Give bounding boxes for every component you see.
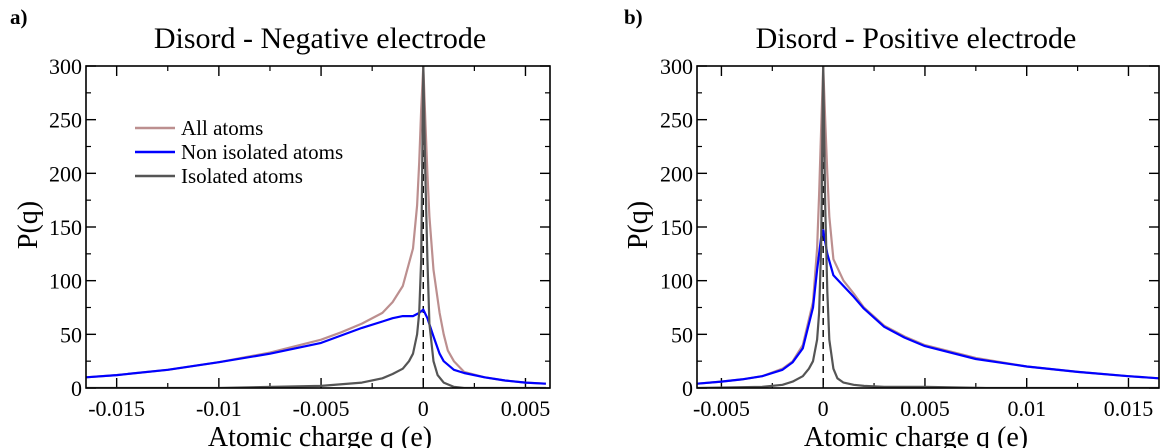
x-axis-label-a: Atomic charge q (e) bbox=[208, 422, 432, 448]
x-tick-label: 0 bbox=[818, 396, 829, 421]
y-tick-label: 250 bbox=[49, 108, 82, 133]
plot-frame-a bbox=[85, 65, 551, 389]
x-tick-label: 0.005 bbox=[501, 396, 551, 421]
y-tick-label: 0 bbox=[682, 376, 693, 401]
series-line-isolated-atoms-b bbox=[697, 66, 1159, 388]
plot-lines-a bbox=[86, 66, 546, 388]
x-axis-label-b: Atomic charge q (e) bbox=[804, 422, 1028, 448]
x-tick-label: 0.015 bbox=[1104, 396, 1154, 421]
x-tick-label: -0.005 bbox=[693, 396, 750, 421]
ticks-a: -0.015 -0.01 -0.005 0 0.005 0 50 100 150 200 250 30… bbox=[49, 54, 550, 421]
legend-entry: Non isolated atoms bbox=[181, 140, 343, 164]
y-tick-label: 250 bbox=[660, 108, 693, 133]
y-tick-label: 300 bbox=[49, 54, 82, 79]
chart-title-a: Disord - Negative electrode bbox=[154, 22, 486, 55]
x-tick-label: 0.01 bbox=[1007, 396, 1046, 421]
x-tick-label: -0.015 bbox=[88, 396, 145, 421]
x-tick-label: 0.005 bbox=[900, 396, 950, 421]
x-tick-label: -0.01 bbox=[196, 396, 242, 421]
series-line-all-atoms-b bbox=[697, 66, 1159, 385]
series-line-non-isolated-atoms-a bbox=[86, 308, 546, 385]
x-tick-label: -0.005 bbox=[293, 396, 350, 421]
y-axis-label-a: P(q) bbox=[13, 201, 44, 249]
x-tick-label: 0 bbox=[418, 396, 429, 421]
series-line-non-isolated-atoms-b bbox=[697, 229, 1159, 385]
plot-lines-b bbox=[697, 66, 1159, 388]
panel-a: a) Disord - Negative electrode P(q) Atom… bbox=[10, 5, 551, 448]
y-tick-label: 300 bbox=[660, 54, 693, 79]
y-tick-label: 200 bbox=[49, 161, 82, 186]
y-tick-label: 50 bbox=[671, 322, 693, 347]
y-tick-label: 100 bbox=[660, 269, 693, 294]
panel-b: b) Disord - Positive electrode P(q) Atom… bbox=[623, 5, 1160, 448]
legend-entry: All atoms bbox=[181, 116, 263, 140]
y-tick-label: 100 bbox=[49, 269, 82, 294]
y-tick-label: 200 bbox=[660, 161, 693, 186]
plot-frame-b bbox=[696, 65, 1160, 389]
series-line-isolated-atoms-a bbox=[86, 66, 546, 388]
y-tick-label: 0 bbox=[71, 376, 82, 401]
series-line-all-atoms-a bbox=[86, 66, 546, 385]
legend-entry: Isolated atoms bbox=[181, 164, 303, 188]
panel-label-a: a) bbox=[10, 5, 28, 29]
y-tick-label: 150 bbox=[49, 215, 82, 240]
y-tick-label: 50 bbox=[60, 322, 82, 347]
panel-label-b: b) bbox=[624, 5, 643, 29]
y-tick-label: 150 bbox=[660, 215, 693, 240]
y-axis-label-b: P(q) bbox=[623, 201, 654, 249]
chart-title-b: Disord - Positive electrode bbox=[756, 22, 1077, 55]
